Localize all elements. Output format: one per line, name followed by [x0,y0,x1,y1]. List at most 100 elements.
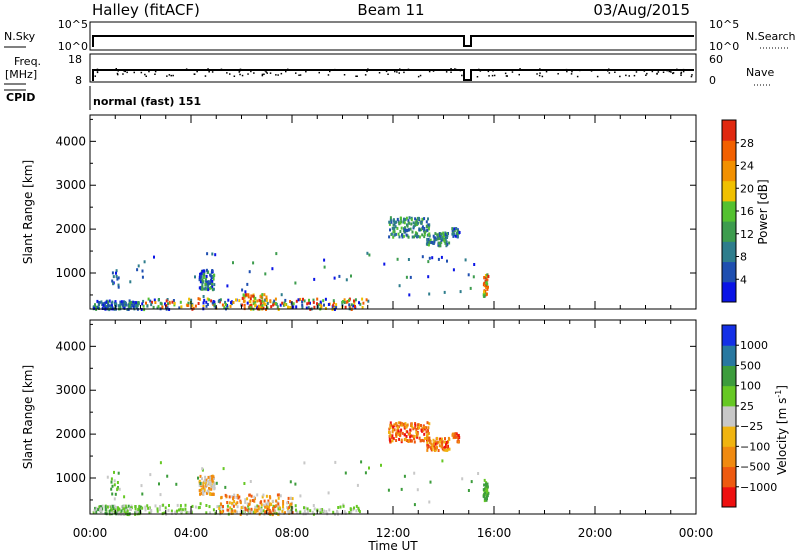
data-cell [261,299,264,303]
data-cell [243,482,246,485]
nave-dot [166,75,168,77]
data-cell [127,504,130,508]
data-cell [205,478,208,482]
data-cell [354,298,357,302]
data-cell [212,492,215,496]
data-cell [256,305,258,309]
data-cell [426,440,429,444]
data-cell [440,241,443,245]
data-cell [134,507,137,511]
data-cell [477,472,480,475]
cpid-label: CPID [6,91,35,104]
data-cell [201,477,203,481]
data-cell [483,290,485,294]
data-cell [254,296,257,300]
data-cell [396,226,399,230]
data-cell [123,504,126,508]
data-cell [213,486,216,490]
data-cell [114,492,117,496]
data-cell [100,507,102,511]
data-cell [413,434,416,438]
data-cell [198,479,201,483]
data-cell [434,442,437,446]
nave-dot [115,68,117,70]
nave-dot [154,73,156,75]
data-cell [440,232,443,236]
data-cell [403,425,406,429]
data-cell [113,497,116,501]
data-cell [253,499,256,503]
data-cell [366,251,369,255]
data-cell [176,503,179,507]
data-cell [447,440,450,443]
data-cell [277,496,280,500]
data-cell [104,306,107,310]
data-cell [123,511,126,515]
data-cell [417,221,419,225]
nave-dot [666,69,668,72]
data-cell [249,480,252,483]
data-cell [203,488,206,492]
data-cell [192,306,195,310]
freq-tick-bottom: 8 [75,74,82,87]
data-cell [235,298,237,302]
data-cell [206,252,209,256]
data-cell [249,306,252,309]
nave-dot [608,72,611,74]
nave-dot [571,70,573,73]
data-cell [266,301,269,305]
data-cell [172,299,175,302]
data-cell [262,306,265,310]
data-cell [388,235,391,239]
nave-dot [656,72,658,75]
data-cell [147,506,150,510]
data-cell [407,221,410,225]
nave-tick-top: 60 [709,53,723,66]
data-cell [361,306,364,309]
data-cell [312,504,315,507]
data-cell [305,306,308,310]
data-cell [95,506,98,510]
data-cell [307,306,310,310]
data-cell [332,510,335,514]
data-cell [276,305,279,309]
data-cell [425,242,428,246]
data-cell [98,509,101,513]
data-cell [418,436,421,440]
data-cell [168,504,170,507]
data-cell [454,234,457,238]
data-cell [128,305,131,308]
time-tick-label: 00:00 [679,526,714,540]
freq-trace [92,69,694,81]
data-cell [279,303,282,307]
data-cell [236,505,239,509]
data-cell [483,294,486,298]
data-cell [240,506,243,510]
nave-dot [625,74,627,77]
data-cell [128,301,131,305]
nave-dot [208,71,210,73]
data-cell [206,270,209,274]
data-cell [353,506,355,510]
data-cell [400,226,403,230]
data-cell [162,503,165,507]
data-cell [290,502,293,506]
time-tick-label: 12:00 [376,526,411,540]
data-cell [96,306,99,310]
data-cell [344,511,347,515]
nave-dot [269,72,272,74]
nave-dot [126,71,128,74]
data-cell [263,293,266,297]
data-cell [428,241,431,245]
data-cell [428,422,431,426]
data-cell [260,306,263,310]
data-cell [434,446,437,450]
data-cell [137,507,140,511]
data-cell [140,484,143,488]
data-cell [200,271,203,275]
nave-dot [657,71,660,73]
data-cell [397,433,400,436]
power-xticks [89,115,697,309]
data-cell [441,441,443,445]
nave-dot [690,75,693,78]
